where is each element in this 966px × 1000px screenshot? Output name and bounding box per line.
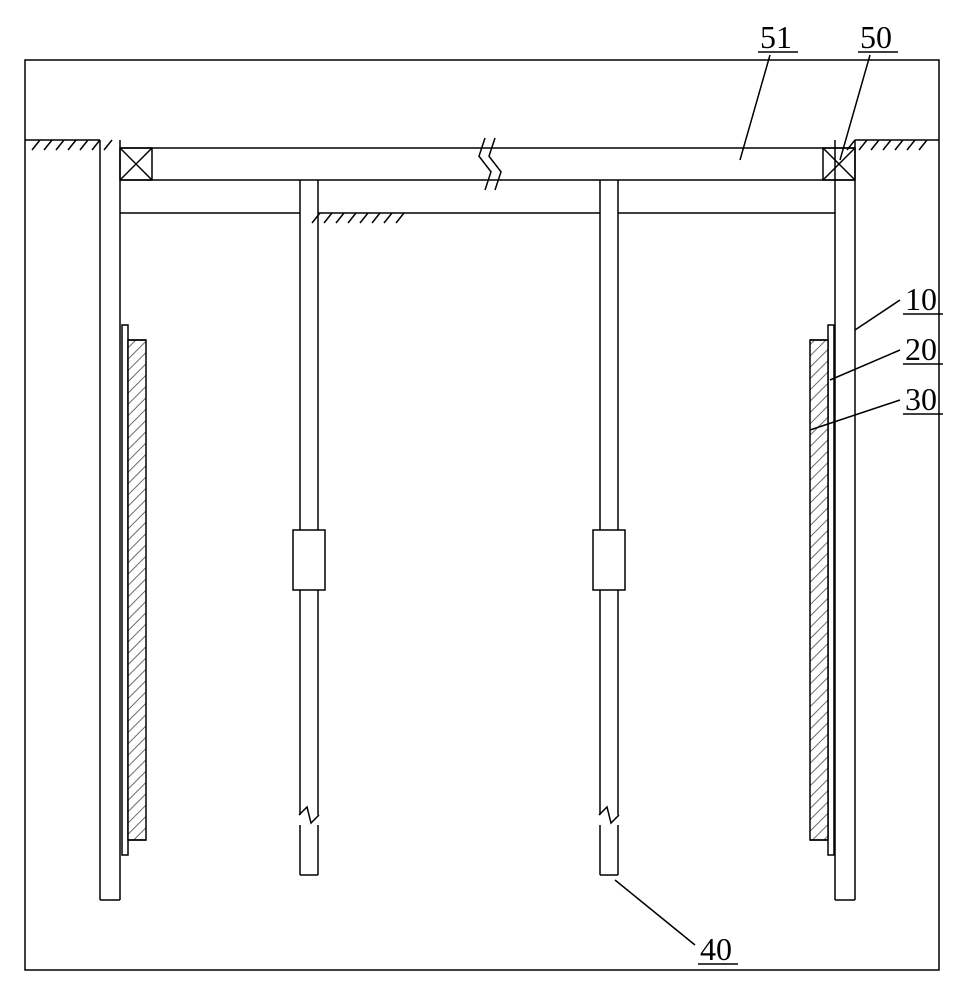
leader-l20 xyxy=(830,350,900,380)
hatched-panel xyxy=(810,340,828,840)
leader-l10 xyxy=(855,300,900,330)
figure-frame xyxy=(25,60,939,970)
leader-l40 xyxy=(615,880,695,945)
svg-text:20: 20 xyxy=(905,331,937,367)
hatched-panel xyxy=(128,340,146,840)
svg-text:30: 30 xyxy=(905,381,937,417)
svg-text:51: 51 xyxy=(760,19,792,55)
svg-text:50: 50 xyxy=(860,19,892,55)
svg-text:40: 40 xyxy=(700,931,732,967)
svg-text:10: 10 xyxy=(905,281,937,317)
leader-l51 xyxy=(740,55,770,160)
